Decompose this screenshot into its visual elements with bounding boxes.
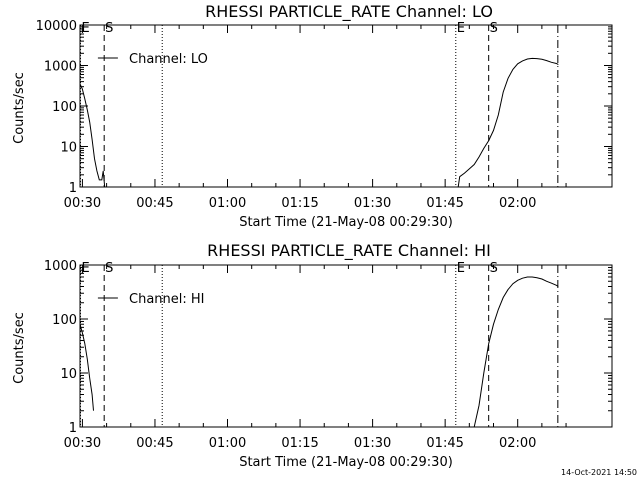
- plot-frame: [79, 264, 613, 428]
- legend-label-hi: Channel: HI: [129, 292, 205, 307]
- y-tick-label: 1: [69, 181, 77, 196]
- event-marker-label: S: [490, 261, 498, 276]
- x-tick-label: 01:15: [281, 196, 318, 211]
- event-marker-label: E: [457, 261, 465, 276]
- chart-title-lo: RHESSI PARTICLE_RATE Channel: LO: [205, 2, 493, 22]
- y-tick-label: 10: [60, 141, 77, 156]
- y-tick-label: 1000: [44, 60, 77, 75]
- event-marker-label: E: [81, 21, 89, 36]
- x-tick-label: 01:30: [354, 436, 391, 451]
- x-tick-label: 01:15: [281, 436, 318, 451]
- series-line-lo: [79, 83, 106, 188]
- x-tick-label: 00:30: [64, 436, 101, 451]
- x-tick-label: 01:30: [354, 196, 391, 211]
- y-axis-label-lo: Counts/sec: [12, 72, 27, 144]
- event-marker-label: E: [81, 261, 89, 276]
- series-line-hi: [473, 276, 559, 428]
- event-marker-label: S: [105, 261, 113, 276]
- x-tick-label: 00:30: [64, 196, 101, 211]
- y-axis-label-hi: Counts/sec: [12, 312, 27, 384]
- y-tick-label: 100: [52, 313, 77, 328]
- y-tick-label: 1: [69, 421, 77, 436]
- y-tick-label: 10000: [36, 19, 77, 34]
- chart-panel-hi: RHESSI PARTICLE_RATE Channel: HI Counts/…: [12, 241, 613, 470]
- x-tick-label: 02:00: [499, 436, 536, 451]
- chart-panel-lo: RHESSI PARTICLE_RATE Channel: LO Counts/…: [12, 2, 613, 230]
- y-tick-label: 1000: [44, 259, 77, 274]
- y-tick-label: 10: [60, 367, 77, 382]
- x-tick-label: 00:45: [136, 196, 173, 211]
- x-tick-label: 01:00: [209, 436, 246, 451]
- timestamp: 14-Oct-2021 14:50: [561, 468, 637, 477]
- series-line-hi: [79, 324, 94, 411]
- chart-title-hi: RHESSI PARTICLE_RATE Channel: HI: [207, 241, 491, 261]
- x-tick-label: 02:00: [499, 196, 536, 211]
- plot-frame: [79, 24, 613, 188]
- event-marker-label: S: [490, 21, 498, 36]
- x-axis-label-lo: Start Time (21-May-08 00:29:30): [239, 215, 453, 230]
- event-marker-label: S: [105, 21, 113, 36]
- legend-label-lo: Channel: LO: [129, 52, 208, 67]
- x-tick-label: 01:00: [209, 196, 246, 211]
- event-marker-label: E: [457, 21, 465, 36]
- series-line-lo: [457, 57, 559, 188]
- x-axis-label-hi: Start Time (21-May-08 00:29:30): [239, 455, 453, 470]
- x-tick-label: 00:45: [136, 436, 173, 451]
- x-tick-label: 01:45: [426, 196, 463, 211]
- x-tick-label: 01:45: [426, 436, 463, 451]
- y-tick-label: 100: [52, 100, 77, 115]
